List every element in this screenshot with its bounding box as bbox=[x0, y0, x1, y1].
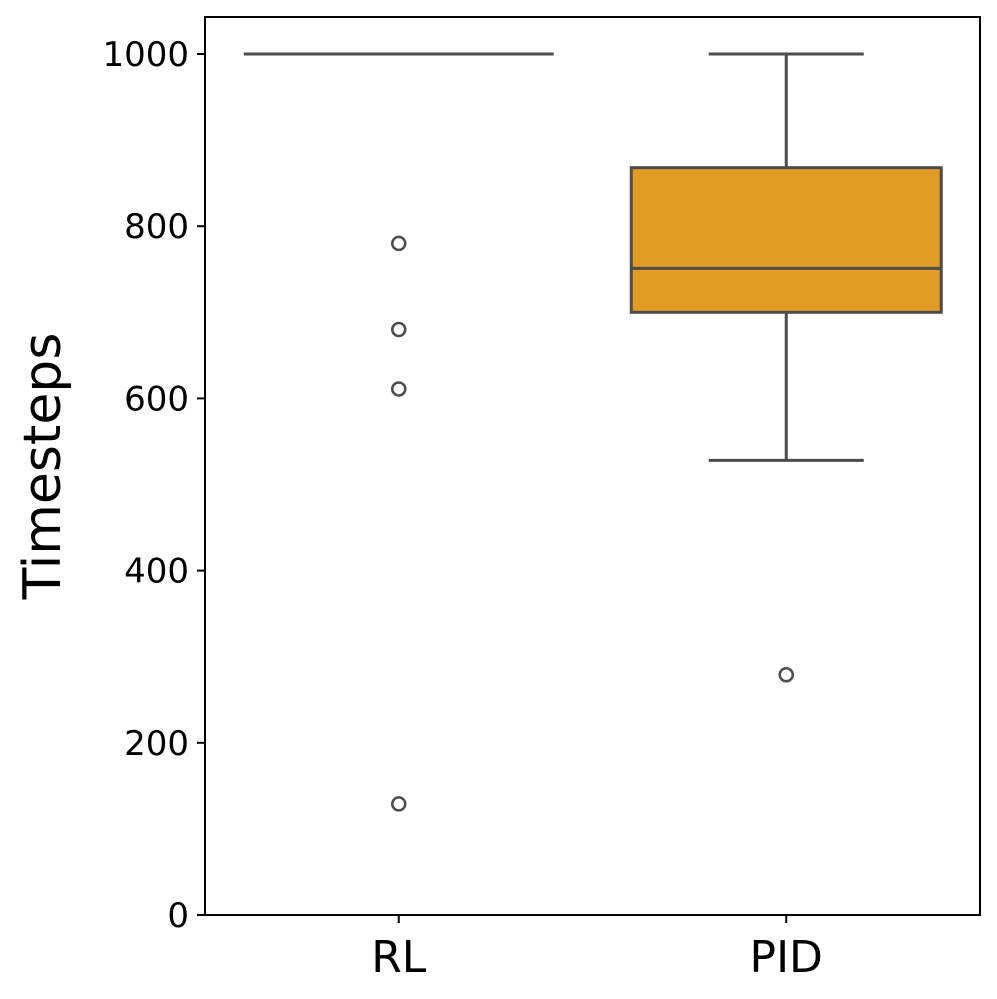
box-pid bbox=[629, 166, 943, 314]
box-group-rl bbox=[243, 52, 554, 812]
y-axis-label: Timesteps bbox=[13, 333, 73, 601]
box-group-pid bbox=[629, 52, 943, 683]
x-axis-ticks: RL PID bbox=[371, 915, 823, 983]
outlier-point-rl bbox=[391, 235, 407, 252]
outlier-point-rl bbox=[391, 381, 407, 397]
y-tick-label: 0 bbox=[167, 896, 189, 936]
y-tick-label: 1000 bbox=[102, 35, 189, 75]
outlier-point-rl bbox=[391, 321, 407, 338]
y-axis-ticks: 0 200 400 600 800 1000 bbox=[102, 35, 205, 936]
plot-marks bbox=[243, 52, 943, 812]
y-tick-label: 200 bbox=[124, 724, 189, 764]
plot-frame bbox=[204, 16, 981, 916]
y-tick-label: 800 bbox=[124, 207, 189, 247]
outlier-point-rl bbox=[391, 796, 407, 812]
y-tick-label: 600 bbox=[124, 379, 189, 419]
outlier-point-pid bbox=[778, 667, 794, 683]
x-tick-label-rl: RL bbox=[371, 932, 427, 983]
y-tick-label: 400 bbox=[124, 552, 189, 592]
x-tick-label-pid: PID bbox=[750, 932, 823, 983]
